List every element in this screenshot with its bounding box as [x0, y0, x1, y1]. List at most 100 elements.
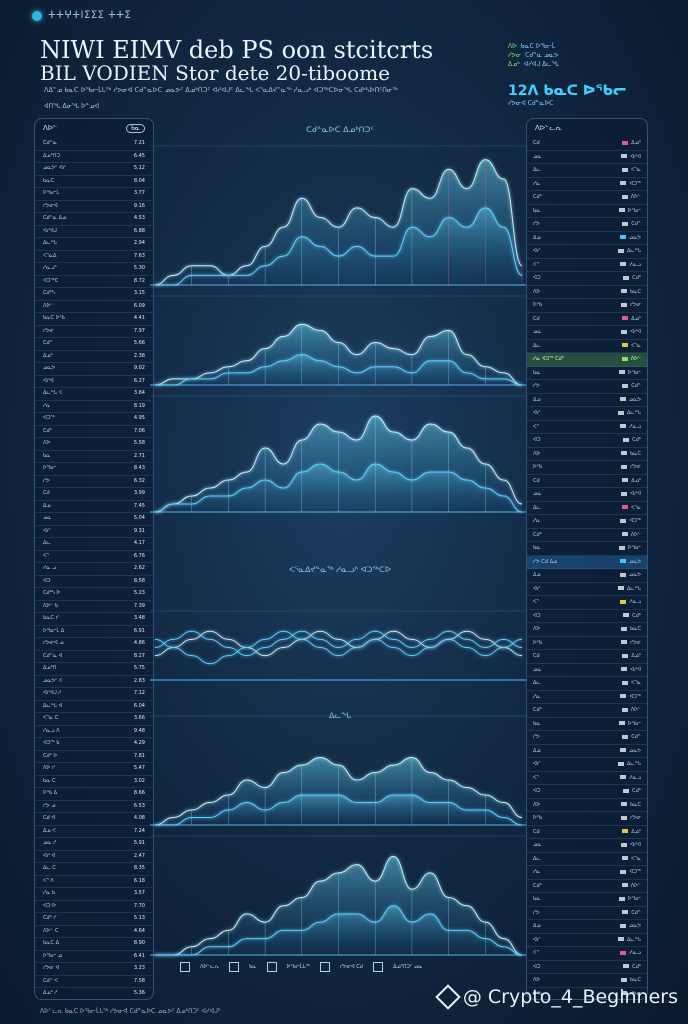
table-row[interactable]: ᐱᐅ ᑲᓇᑕ	[527, 799, 647, 812]
table-row[interactable]: ᓄᓇᕗ 9.02	[35, 363, 153, 376]
table-row[interactable]: ᐃᓚ ᑕ 8.35	[35, 863, 153, 876]
table-row[interactable]: ᐱᐅᓪ ᑕ 4.64	[35, 926, 153, 938]
table-row[interactable]: ᓯᕗᓂᐊ ᓄ 4.86	[35, 638, 153, 651]
table-row[interactable]: ᐊᓯ ᐊ 2.47	[35, 851, 153, 863]
table-row[interactable]: ᓯᕗ ᑕᑯᓐ	[527, 907, 647, 920]
table-row[interactable]: ᓱᓇ 8.19	[35, 401, 153, 413]
table-row[interactable]: ᑕᑯ ᐃᓄᒃ	[527, 826, 647, 839]
table-row[interactable]: ᐊᓯ 9.31	[35, 526, 153, 538]
table-row[interactable]: ᐃᓚ 4.17	[35, 538, 153, 551]
table-row[interactable]: ᓯᕗᓂ ᐊ 3.23	[35, 963, 153, 976]
table-row[interactable]: ᐊᑐ ᑕᑯᒃ	[527, 272, 647, 286]
table-row[interactable]: ᐃᓄ ᓄᓇᕗ	[527, 569, 647, 583]
table-row[interactable]: ᐊᓯ ᐃᓚᖓ	[527, 245, 647, 259]
table-row[interactable]: ᐃᓄ ᓄᓇᕗ	[527, 394, 647, 407]
table-row[interactable]: ᐃᓄ ᓄᓇᕗ	[527, 232, 647, 245]
table-row[interactable]: ᑕᑯᓐ ᐸ 7.58	[35, 976, 153, 988]
table-row[interactable]: ᑲᓇᑕ ᓯ 3.48	[35, 613, 153, 626]
table-row[interactable]: ᐸᕐᓇ ᑕ 3.66	[35, 713, 153, 726]
table-row[interactable]: ᐱᐅ ᑲᓇᑕ	[527, 448, 647, 461]
table-row[interactable]: ᐅᖃ ᐃ 8.66	[35, 788, 153, 801]
table-row[interactable]: ᐃᓄ ᐸ 7.24	[35, 826, 153, 838]
table-row[interactable]: ᑕᑯᒃᓴ ᐅ 5.23	[35, 588, 153, 601]
table-row[interactable]: ᐊᑐᖅᑕ 8.72	[35, 276, 153, 288]
table-row[interactable]: ᓯᕗ ᓄ 6.53	[35, 801, 153, 813]
table-row[interactable]: ᑲᓇ ᐅᖃᓕ	[527, 893, 647, 907]
left-panel-badge[interactable]: ᑲᓇ	[126, 124, 145, 133]
table-row[interactable]: ᐃᓚᖓ 2.94	[35, 238, 153, 251]
table-row[interactable]: ᐃᓄᒃ ᓱ 5.36	[35, 988, 153, 999]
table-row[interactable]: ᐅᖃᓕ 8.43	[35, 463, 153, 476]
table-row[interactable]: ᐱᐅ ᓯ 5.47	[35, 763, 153, 776]
table-row[interactable]: ᑲᓇᑕ 8.04	[35, 176, 153, 188]
table-row[interactable]: ᑲᓇ ᐅᖃᓕ	[527, 718, 647, 731]
table-row[interactable]: ᓄᓇᕗᑦ ᐊᓯ 5.12	[35, 163, 153, 176]
table-row[interactable]: ᑕᑯ 3.99	[35, 488, 153, 501]
table-row[interactable]: ᐃᓄᒃᑎ 5.75	[35, 663, 153, 676]
table-row[interactable]: ᐅᖃ ᓯᕗᓂ	[527, 461, 647, 475]
table-row[interactable]: ᓄᓇ ᐊᓯᐊ	[527, 151, 647, 164]
table-row[interactable]: ᑲᓇ ᑕ 3.02	[35, 776, 153, 788]
table-row[interactable]: ᐃᓚ ᐸᕐᓇ	[527, 502, 647, 515]
table-row[interactable]: ᐊᓯ ᐃᓚᖓ	[527, 407, 647, 421]
table-row[interactable]: ᑲᓇ ᐅᖃᓕ	[527, 542, 647, 556]
table-row[interactable]: ᑕᑯᒃ ᐱᐅᓪ	[527, 704, 647, 718]
table-row[interactable]: ᐱᐅᓪ ᑲ 7.39	[35, 601, 153, 613]
table-row[interactable]: ᑲᓇ ᐅᖃᓕ	[527, 205, 647, 218]
table-row[interactable]: ᐃᓄ 7.45	[35, 501, 153, 513]
table-row[interactable]: ᐸᕐᓇᐃ 7.63	[35, 251, 153, 263]
table-row[interactable]: ᐊᑐ ᑕᑯᒃ	[527, 610, 647, 623]
table-row[interactable]: ᐃᓄ ᓄᓇᕗ	[527, 745, 647, 758]
table-row[interactable]: ᓯᕗ ᑕᑯᓐ	[527, 380, 647, 394]
table-row[interactable]: ᐊᓯ ᐃᓚᖓ	[527, 583, 647, 596]
table-row[interactable]: ᓯᕗ ᑕᑯᓐ	[527, 731, 647, 745]
table-row[interactable]: ᓱᓇ ᐊᑐᖅ	[527, 515, 647, 529]
table-row[interactable]: ᑕᑯᓐ 5.66	[35, 338, 153, 351]
table-row[interactable]: ᑲᓇ ᐅᖃᓕ	[527, 367, 647, 380]
table-row[interactable]: ᐊᓯᐊᒍ 6.88	[35, 226, 153, 238]
table-row[interactable]: ᓄᓇ 5.04	[35, 513, 153, 526]
table-row[interactable]: ᓄᓇ ᓱ 5.91	[35, 838, 153, 851]
table-row[interactable]: ᑕᑯᓐᓇ ᐃᓄ 4.53	[35, 213, 153, 226]
table-row[interactable]: ᓱᓇ ᐊᑐᖅ	[527, 866, 647, 880]
table-row[interactable]: ᑕᑯ ᐃᓄᒃ	[527, 475, 647, 488]
table-row[interactable]: ᐃᓚᖓ ᐊ 6.04	[35, 701, 153, 713]
table-row[interactable]: ᑕᑯ ᐃᓄᒃ	[527, 313, 647, 326]
table-row[interactable]: ᓄᓇᕗᑦ ᐸ 2.83	[35, 676, 153, 688]
table-row[interactable]: ᐊᓯ ᐃᓚᖓ	[527, 934, 647, 947]
table-row[interactable]: ᓱᓇ ᐊᑐᖅ	[527, 178, 647, 191]
table-row[interactable]: ᑕᑯᒃ ᓯ 5.13	[35, 913, 153, 926]
table-row[interactable]: ᑕᑯᒃᓴ 3.15	[35, 288, 153, 301]
table-row[interactable]: ᑕᑯ ᐃᓄᒃ	[527, 650, 647, 664]
table-row[interactable]: ᐅᖃᓕᒫ ᐃ 6.91	[35, 626, 153, 638]
table-row[interactable]: ᐅᖃᓕ ᓄ 6.41	[35, 951, 153, 963]
table-row[interactable]: ᑕᑯᒃ 7.06	[35, 426, 153, 438]
table-row[interactable]: ᐊᑐ ᑕᑯᒃ	[527, 961, 647, 974]
table-row[interactable]: ᑕᑯᒃ ᐱᐅᓪ	[527, 880, 647, 893]
table-row[interactable]: ᐸᕐ ᓱᓇᓗ	[527, 947, 647, 961]
table-row[interactable]: ᑕᑯᒃ ᐅ 7.81	[35, 751, 153, 763]
table-row[interactable]: ᐅᖃ ᓯᕗᓂ	[527, 299, 647, 313]
table-row[interactable]: ᑕᑯᒃ ᐱᐅᓪ	[527, 529, 647, 542]
table-row[interactable]: ᓱᓇᓗ ᐱ 9.48	[35, 726, 153, 738]
table-row[interactable]: ᐱᐅ ᑲᓇᑕ	[527, 286, 647, 299]
table-row[interactable]: ᐸᕐ ᓱᓇᓗ	[527, 596, 647, 610]
table-row[interactable]: ᑕᑯ ᐃᓄᒃ	[527, 137, 647, 151]
table-row[interactable]: ᓄᓇ ᐊᓯᐊ	[527, 488, 647, 502]
table-row[interactable]: ᐃᓚ ᐸᕐᓇ	[527, 853, 647, 866]
table-row[interactable]: ᐸᕐ ᓱᓇᓗ	[527, 259, 647, 272]
table-row[interactable]: ᐱᐅᓪ 6.09	[35, 301, 153, 313]
table-row[interactable]: ᑲᓇ 2.71	[35, 451, 153, 463]
table-row[interactable]: ᐃᓚᖓ ᐸ 3.84	[35, 388, 153, 401]
table-row[interactable]: ᑲᓇᑕ ᐃ 8.90	[35, 938, 153, 951]
table-row[interactable]: ᐃᓚ ᐸᕐᓇ	[527, 164, 647, 178]
table-row[interactable]: ᐅᖃ ᓯᕗᓂ	[527, 812, 647, 826]
table-row[interactable]: ᐃᓄᒃ 2.38	[35, 351, 153, 363]
table-row[interactable]: ᐸᕐ 6.76	[35, 551, 153, 563]
table-row[interactable]: ᑕᑯᓐᓇ ᐊ 8.27	[35, 651, 153, 663]
table-row[interactable]: ᐊᓯᐊ 6.27	[35, 376, 153, 388]
table-row[interactable]: ᓱᓇᓗᒃ 5.30	[35, 263, 153, 276]
table-row[interactable]: ᓄᓇ ᐊᓯᐊ	[527, 326, 647, 340]
table-row[interactable]: ᐅᖃ ᓯᕗᓂ	[527, 988, 647, 1000]
table-row[interactable]: ᐱᐅ ᑲᓇᑕ	[527, 974, 647, 988]
